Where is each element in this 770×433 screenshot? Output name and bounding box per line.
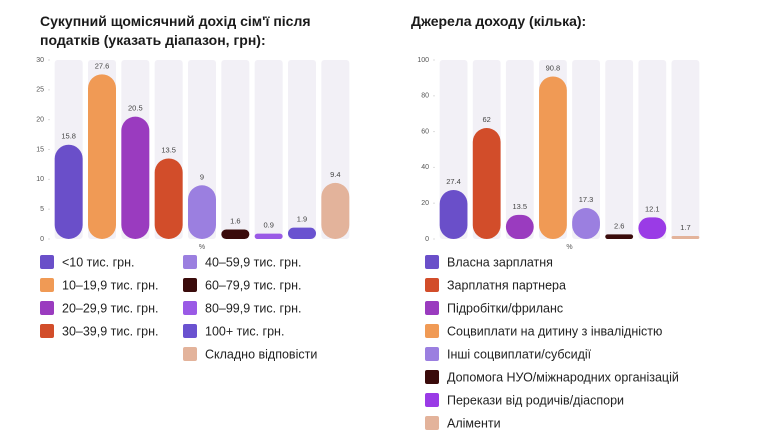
legend-label: <10 тис. грн. (62, 255, 134, 269)
value-label: 2.6 (614, 221, 624, 230)
legend-label: 20–29,9 тис. грн. (62, 301, 158, 315)
legend-label: 30–39,9 тис. грн. (62, 324, 158, 338)
value-label: 20.5 (128, 104, 143, 113)
value-label: 17.3 (579, 195, 594, 204)
legend-swatch (183, 347, 197, 361)
legend-label: 100+ тис. грн. (205, 324, 284, 338)
legend-swatch (40, 324, 54, 338)
column-background (221, 60, 250, 239)
legend-swatch (40, 278, 54, 292)
column-background (605, 60, 634, 239)
column-background (505, 60, 534, 239)
y-tick-label: 25 (36, 87, 44, 94)
bar (638, 217, 667, 239)
legend-label: Підробітки/фриланс (447, 301, 563, 315)
legend-swatch (40, 255, 54, 269)
value-label: 1.9 (297, 215, 307, 224)
bar (472, 128, 501, 239)
bar (188, 185, 216, 239)
y-tick-label: 20 (36, 117, 44, 124)
y-tick-label: 15 (36, 146, 44, 153)
y-tick-label: 60 (421, 128, 429, 135)
x-axis-label: % (199, 244, 205, 251)
value-label: 1.6 (230, 216, 240, 225)
column-background (671, 60, 700, 239)
legend-label: Зарплатня партнера (447, 278, 566, 292)
value-label: 90.8 (546, 63, 561, 72)
bar (121, 116, 150, 239)
bar (88, 74, 116, 239)
y-tick-label: 0 (40, 236, 44, 243)
bar (605, 234, 634, 239)
legend-label: Аліменти (447, 416, 501, 430)
value-label: 13.5 (161, 145, 176, 154)
legend-swatch (183, 324, 197, 338)
bar (671, 235, 700, 239)
legend-label: Складно відповісти (205, 347, 317, 361)
y-tick-label: 20 (421, 200, 429, 207)
column-background (572, 60, 600, 239)
legend-swatch (425, 324, 439, 338)
chart-title: Сукупний щомісячний дохід сім'ї після по… (40, 13, 311, 48)
value-label: 12.1 (645, 204, 660, 213)
legend-swatch (183, 301, 197, 315)
y-tick-label: 80 (421, 93, 429, 100)
legend-swatch (425, 278, 439, 292)
legend-label: 10–19,9 тис. грн. (62, 278, 158, 292)
y-tick-label: 40 (421, 164, 429, 171)
bar (539, 76, 567, 239)
value-label: 9.4 (330, 170, 340, 179)
y-tick-label: 30 (36, 57, 44, 64)
legend-label: 80–99,9 тис. грн. (205, 301, 301, 315)
bar (54, 144, 83, 239)
column-background (288, 60, 316, 239)
legend-label: Власна зарплатня (447, 255, 553, 269)
legend-label: 60–79,9 тис. грн. (205, 278, 301, 292)
value-label: 1.7 (680, 223, 690, 232)
bar (439, 189, 468, 239)
bar (321, 182, 350, 239)
legend-swatch (183, 278, 197, 292)
value-label: 0.9 (263, 221, 273, 230)
legend-swatch (425, 416, 439, 430)
legend-swatch (183, 255, 197, 269)
value-label: 15.8 (61, 132, 76, 141)
legend-label: Інші соцвиплати/субсидії (447, 347, 592, 361)
legend-label: Допомога НУО/міжнародних організацій (447, 370, 679, 384)
bar (288, 227, 316, 239)
chart-title: Джерела доходу (кілька): (411, 13, 587, 29)
legend-label: Перекази від родичів/діаспори (447, 393, 624, 407)
legend-swatch (425, 301, 439, 315)
y-tick-label: 5 (40, 206, 44, 213)
column-background (254, 60, 283, 239)
value-label: 62 (483, 115, 491, 124)
legend-swatch (425, 370, 439, 384)
legend-label: Соцвиплати на дитину з інвалідністю (447, 324, 662, 338)
y-tick-label: 10 (36, 176, 44, 183)
value-label: 27.4 (446, 177, 461, 186)
bar (221, 229, 250, 239)
y-tick-label: 0 (425, 236, 429, 243)
column-background (638, 60, 667, 239)
value-label: 9 (200, 172, 204, 181)
legend-swatch (425, 393, 439, 407)
x-axis-label: % (566, 244, 572, 251)
value-label: 27.6 (95, 61, 110, 70)
bar (505, 214, 534, 239)
y-tick-label: 100 (417, 57, 429, 64)
legend-label: 40–59,9 тис. грн. (205, 255, 301, 269)
legend-swatch (425, 255, 439, 269)
bar (254, 233, 283, 239)
bar (154, 158, 183, 239)
value-label: 13.5 (513, 202, 528, 211)
bar (572, 208, 600, 239)
legend-swatch (40, 301, 54, 315)
legend-swatch (425, 347, 439, 361)
